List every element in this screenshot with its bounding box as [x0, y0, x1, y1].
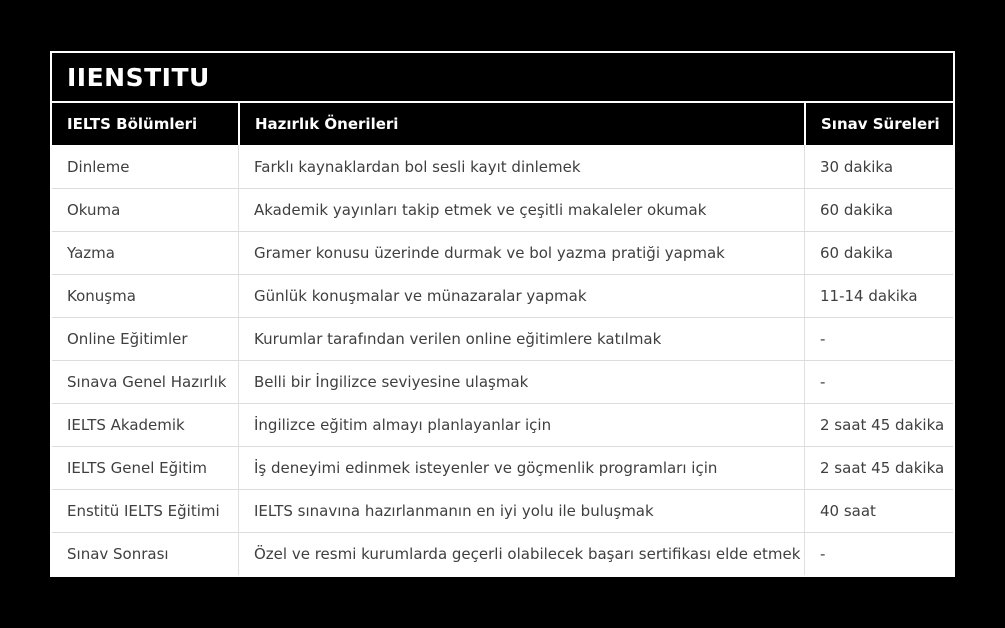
cell-section: Sınav Sonrası	[67, 545, 169, 563]
cell-duration: 60 dakika	[804, 232, 953, 274]
table-row: Enstitü IELTS Eğitimi IELTS sınavına hazı…	[52, 489, 953, 532]
table-row: Online Eğitimler Kurumlar tarafından veri…	[52, 317, 953, 360]
column-header-sinav-sureleri: Sınav Süreleri	[804, 103, 953, 145]
cell-duration: 60 dakika	[804, 189, 953, 231]
cell-section: IELTS Akademik	[67, 416, 185, 434]
brand-title: IIENSTITU	[52, 53, 953, 103]
cell-suggestion: İngilizce eğitim almayı planlayanlar içi…	[238, 404, 804, 446]
table-row: IELTS Akademik İngilizce eğitim almayı pl…	[52, 403, 953, 446]
table-row: Okuma Akademik yayınları takip etmek ve ç…	[52, 188, 953, 231]
cell-suggestion: Gramer konusu üzerinde durmak ve bol yaz…	[238, 232, 804, 274]
cell-duration: 30 dakika	[804, 145, 953, 188]
table-row: IELTS Genel Eğitim İş deneyimi edinmek is…	[52, 446, 953, 489]
table-body: Dinleme Farklı kaynaklardan bol sesli kay…	[52, 145, 953, 575]
table-row: Sınav Sonrası Özel ve resmi kurumlarda ge…	[52, 532, 953, 575]
cell-suggestion: Farklı kaynaklardan bol sesli kayıt dinl…	[238, 145, 804, 188]
cell-suggestion: Özel ve resmi kurumlarda geçerli olabile…	[238, 533, 804, 575]
cell-duration: -	[804, 318, 953, 360]
cell-suggestion: Günlük konuşmalar ve münazaralar yapmak	[238, 275, 804, 317]
cell-duration: 11-14 dakika	[804, 275, 953, 317]
cell-section: IELTS Genel Eğitim	[67, 459, 207, 477]
cell-duration: -	[804, 533, 953, 575]
cell-section: Enstitü IELTS Eğitimi	[67, 502, 220, 520]
ielts-preparation-table: IIENSTITU IELTS Bölümleri Hazırlık Öneri…	[50, 51, 955, 577]
cell-suggestion: İş deneyimi edinmek isteyenler ve göçmen…	[238, 447, 804, 489]
cell-duration: 2 saat 45 dakika	[804, 447, 953, 489]
cell-duration: 2 saat 45 dakika	[804, 404, 953, 446]
column-header-ielts-bolumleri: IELTS Bölümleri	[67, 115, 198, 133]
cell-section: Konuşma	[67, 287, 136, 305]
table-header-row: IELTS Bölümleri Hazırlık Önerileri Sınav…	[52, 103, 953, 145]
table-row: Yazma Gramer konusu üzerinde durmak ve bo…	[52, 231, 953, 274]
cell-suggestion: Belli bir İngilizce seviyesine ulaşmak	[238, 361, 804, 403]
cell-suggestion: Akademik yayınları takip etmek ve çeşitl…	[238, 189, 804, 231]
table-row: Dinleme Farklı kaynaklardan bol sesli kay…	[52, 145, 953, 188]
column-header-hazirlik-onerileri: Hazırlık Önerileri	[238, 103, 804, 145]
cell-duration: -	[804, 361, 953, 403]
table-row: Sınava Genel Hazırlık Belli bir İngilizce…	[52, 360, 953, 403]
cell-section: Okuma	[67, 201, 121, 219]
cell-duration: 40 saat	[804, 490, 953, 532]
cell-section: Online Eğitimler	[67, 330, 188, 348]
cell-section: Yazma	[67, 244, 115, 262]
cell-suggestion: IELTS sınavına hazırlanmanın en iyi yolu…	[238, 490, 804, 532]
cell-suggestion: Kurumlar tarafından verilen online eğiti…	[238, 318, 804, 360]
table-row: Konuşma Günlük konuşmalar ve münazaralar …	[52, 274, 953, 317]
cell-section: Dinleme	[67, 157, 130, 176]
cell-section: Sınava Genel Hazırlık	[67, 373, 227, 391]
